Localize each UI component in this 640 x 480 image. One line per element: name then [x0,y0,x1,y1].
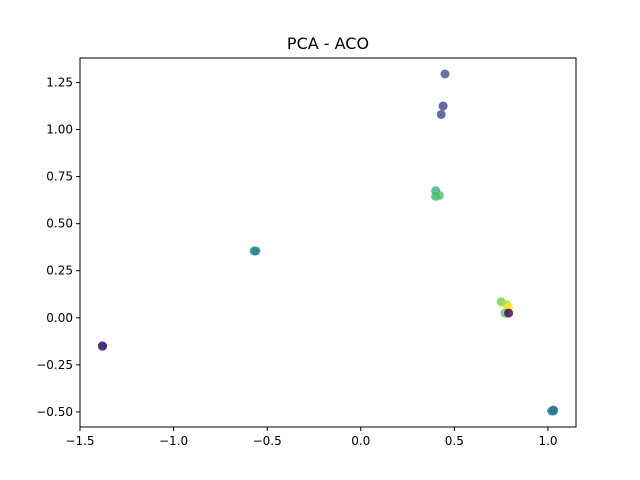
y-axis: −0.50 −0.25 0.00 0.25 0.50 0.75 1.00 1.25 [36,75,80,419]
x-tick-label: 0.5 [445,434,464,448]
x-axis: −1.5 −1.0 −0.5 0.0 0.5 1.0 [65,427,557,448]
y-tick-label: 1.25 [46,75,73,89]
scatter-point-4 [438,101,448,111]
y-tick-label: 0.00 [46,311,73,325]
chart-title: PCA - ACO [287,34,369,53]
scatter-point-18 [549,405,559,415]
x-tick-label: 0.0 [351,434,370,448]
y-tick-label: 0.75 [46,170,73,184]
scatter-point-5 [436,109,446,119]
plot-area-frame [79,57,577,428]
y-tick-label: 1.00 [46,123,73,137]
scatter-point-10 [434,190,444,200]
scatter-point-2 [97,341,107,351]
y-tick-label: −0.25 [36,358,73,372]
y-tick-label: 0.50 [46,217,73,231]
scatter-point-3 [440,69,450,79]
y-tick-label: 0.25 [46,264,73,278]
x-tick-label: −1.0 [159,434,188,448]
y-tick-label: −0.50 [36,405,73,419]
scatter-point-7 [251,246,261,256]
x-tick-label: −0.5 [253,434,282,448]
x-tick-label: 1.0 [538,434,557,448]
x-tick-label: −1.5 [65,434,94,448]
scatter-point-15 [504,308,514,318]
points-layer [97,69,559,416]
